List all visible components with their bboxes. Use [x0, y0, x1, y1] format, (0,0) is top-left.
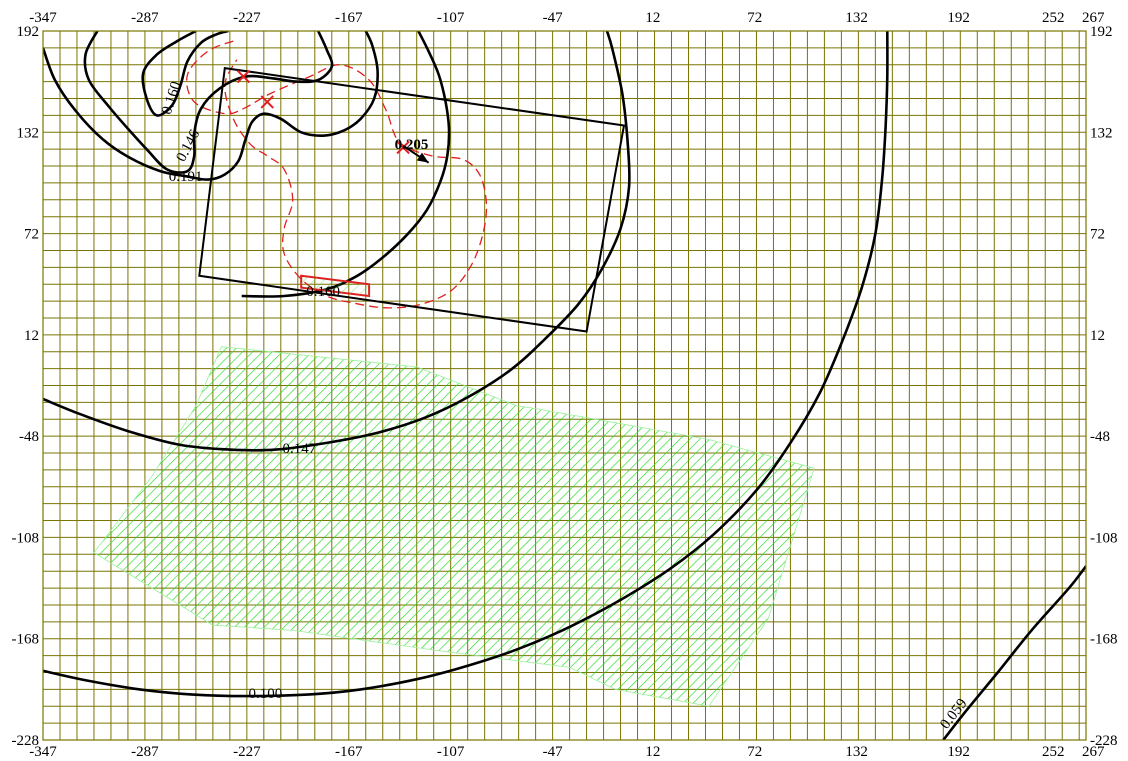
contour-line-0-059: [942, 565, 1086, 740]
y-tick-label-right: 192: [1090, 24, 1113, 40]
x-tick-label-top: 72: [747, 10, 762, 26]
x-tick-label-bottom: 252: [1042, 744, 1065, 760]
source-rectangle-hatch: [301, 275, 370, 296]
x-tick-label-top: -167: [335, 10, 363, 26]
x-tick-label-top: 12: [645, 10, 660, 26]
x-tick-label-top: 192: [947, 10, 970, 26]
y-tick-label-left: 12: [24, 328, 39, 344]
x-tick-label-top: -347: [29, 10, 57, 26]
arrow-head: [416, 152, 429, 163]
contour-line-0-100: [43, 31, 889, 698]
x-tick-label-top: -107: [437, 10, 465, 26]
y-tick-label-left: 132: [17, 125, 40, 141]
contour-line-0-147: [43, 31, 631, 452]
y-tick-label-right: -228: [1090, 733, 1118, 749]
contour-line-0-191: [43, 31, 379, 181]
x-tick-label-bottom: 12: [645, 744, 660, 760]
hatched-region: [93, 346, 815, 707]
y-tick-label-right: 72: [1090, 227, 1105, 243]
y-tick-label-right: -48: [1090, 429, 1110, 445]
y-tick-label-left: -168: [12, 632, 40, 648]
y-tick-label-right: -168: [1090, 632, 1118, 648]
dashed-trajectory: [185, 40, 488, 309]
y-tick-label-right: 132: [1090, 125, 1113, 141]
x-tick-label-bottom: 192: [947, 744, 970, 760]
x-tick-label-bottom: -347: [29, 744, 57, 760]
y-tick-label-left: -48: [19, 429, 39, 445]
marker-x: [260, 95, 274, 109]
marker-x: [236, 69, 251, 84]
y-tick-label-right: 12: [1090, 328, 1105, 344]
marker-stroke: [396, 140, 410, 155]
y-tick-label-left: 72: [24, 227, 39, 243]
contour-label: 0.191: [169, 169, 203, 185]
x-tick-label-bottom: 267: [1082, 744, 1105, 760]
contour-line-0-160: [141, 31, 229, 117]
x-tick-label-bottom: -167: [335, 744, 363, 760]
y-tick-label-left: -108: [12, 530, 40, 546]
y-tick-label-left: 192: [17, 24, 40, 40]
marker-stroke: [260, 95, 274, 109]
x-tick-label-bottom: -227: [233, 744, 261, 760]
outline-polygon: [198, 66, 626, 333]
marker-stroke: [236, 69, 251, 84]
x-tick-label-top: 252: [1042, 10, 1065, 26]
x-tick-label-bottom: -107: [437, 744, 465, 760]
marker-x: [396, 140, 410, 155]
contour-label: 0.100: [249, 686, 283, 702]
x-tick-label-top: 132: [845, 10, 868, 26]
x-tick-label-top: -287: [131, 10, 159, 26]
tick-labels: -347 -347 -287 -287 -227 -227 -167 -167 -107 -107…: [12, 10, 1118, 760]
y-tick-label-left: -228: [12, 733, 40, 749]
x-tick-label-bottom: -47: [543, 744, 563, 760]
x-tick-label-top: -227: [233, 10, 261, 26]
x-tick-label-top: -47: [543, 10, 563, 26]
annotation-max-value: 0.205: [395, 137, 429, 153]
x-tick-label-bottom: 132: [845, 744, 868, 760]
x-tick-label-bottom: 72: [747, 744, 762, 760]
y-tick-label-right: -108: [1090, 530, 1118, 546]
x-tick-label-top: 267: [1082, 10, 1105, 26]
contour-line-0-146: [83, 31, 334, 174]
contour-label: 0.160: [306, 284, 340, 300]
x-tick-label-bottom: -287: [131, 744, 159, 760]
plot-frame: [42, 30, 1087, 741]
contour-label: 0.147: [283, 441, 317, 457]
